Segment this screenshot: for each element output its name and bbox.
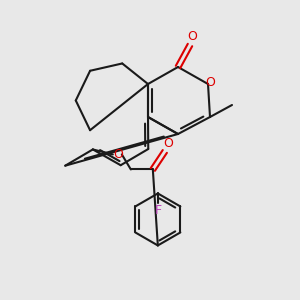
Text: O: O [113, 148, 123, 161]
Text: O: O [205, 76, 215, 88]
Text: O: O [187, 31, 197, 44]
Text: F: F [154, 204, 161, 217]
Text: O: O [163, 137, 173, 150]
